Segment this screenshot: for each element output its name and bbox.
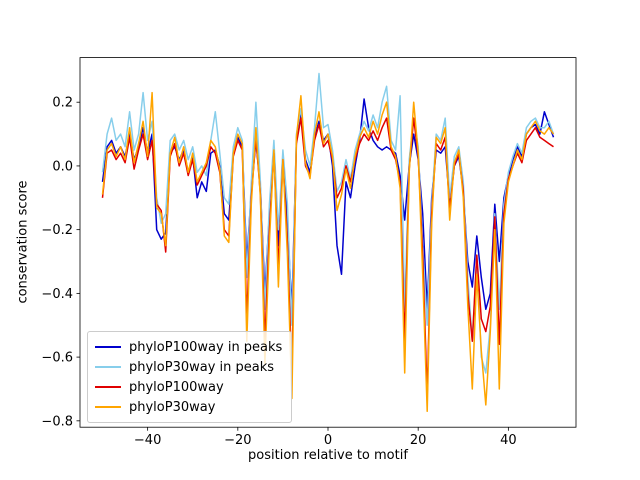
y-tick-label: −0.8 (41, 414, 73, 429)
series-line-phylop30way (101, 91, 555, 413)
y-tick-label: 0.0 (52, 159, 73, 174)
legend-label: phyloP30way (129, 399, 216, 415)
y-tick-label: −0.6 (41, 351, 73, 366)
legend-item: phyloP30way (95, 397, 282, 417)
legend-item: phyloP100way in peaks (95, 337, 282, 357)
x-tick-label: −20 (224, 433, 251, 448)
legend-line-swatch-phylop100way-in-peaks (95, 346, 121, 348)
y-tick-label: −0.4 (41, 287, 73, 302)
axes-border (79, 57, 577, 428)
legend-label: phyloP100way (129, 379, 224, 395)
legend: phyloP100way in peaks phyloP30way in pea… (87, 331, 293, 423)
y-axis-label: conservation score (15, 180, 31, 304)
y-tick-label: 0.2 (52, 96, 73, 111)
legend-item: phyloP100way (95, 377, 282, 397)
x-tick-label: 20 (410, 433, 427, 448)
x-tick-label: 40 (500, 433, 517, 448)
legend-label: phyloP100way in peaks (129, 339, 283, 355)
x-tick-label: −40 (134, 433, 161, 448)
legend-item: phyloP30way in peaks (95, 357, 282, 377)
y-tick-label: −0.2 (41, 223, 73, 238)
legend-line-swatch-phylop30way (95, 406, 121, 408)
x-axis-label: position relative to motif (248, 448, 408, 463)
legend-label: phyloP30way in peaks (129, 359, 275, 375)
legend-line-swatch-phylop100way (95, 386, 121, 388)
x-tick-label: 0 (324, 433, 332, 448)
legend-line-swatch-phylop30way-in-peaks (95, 366, 121, 368)
